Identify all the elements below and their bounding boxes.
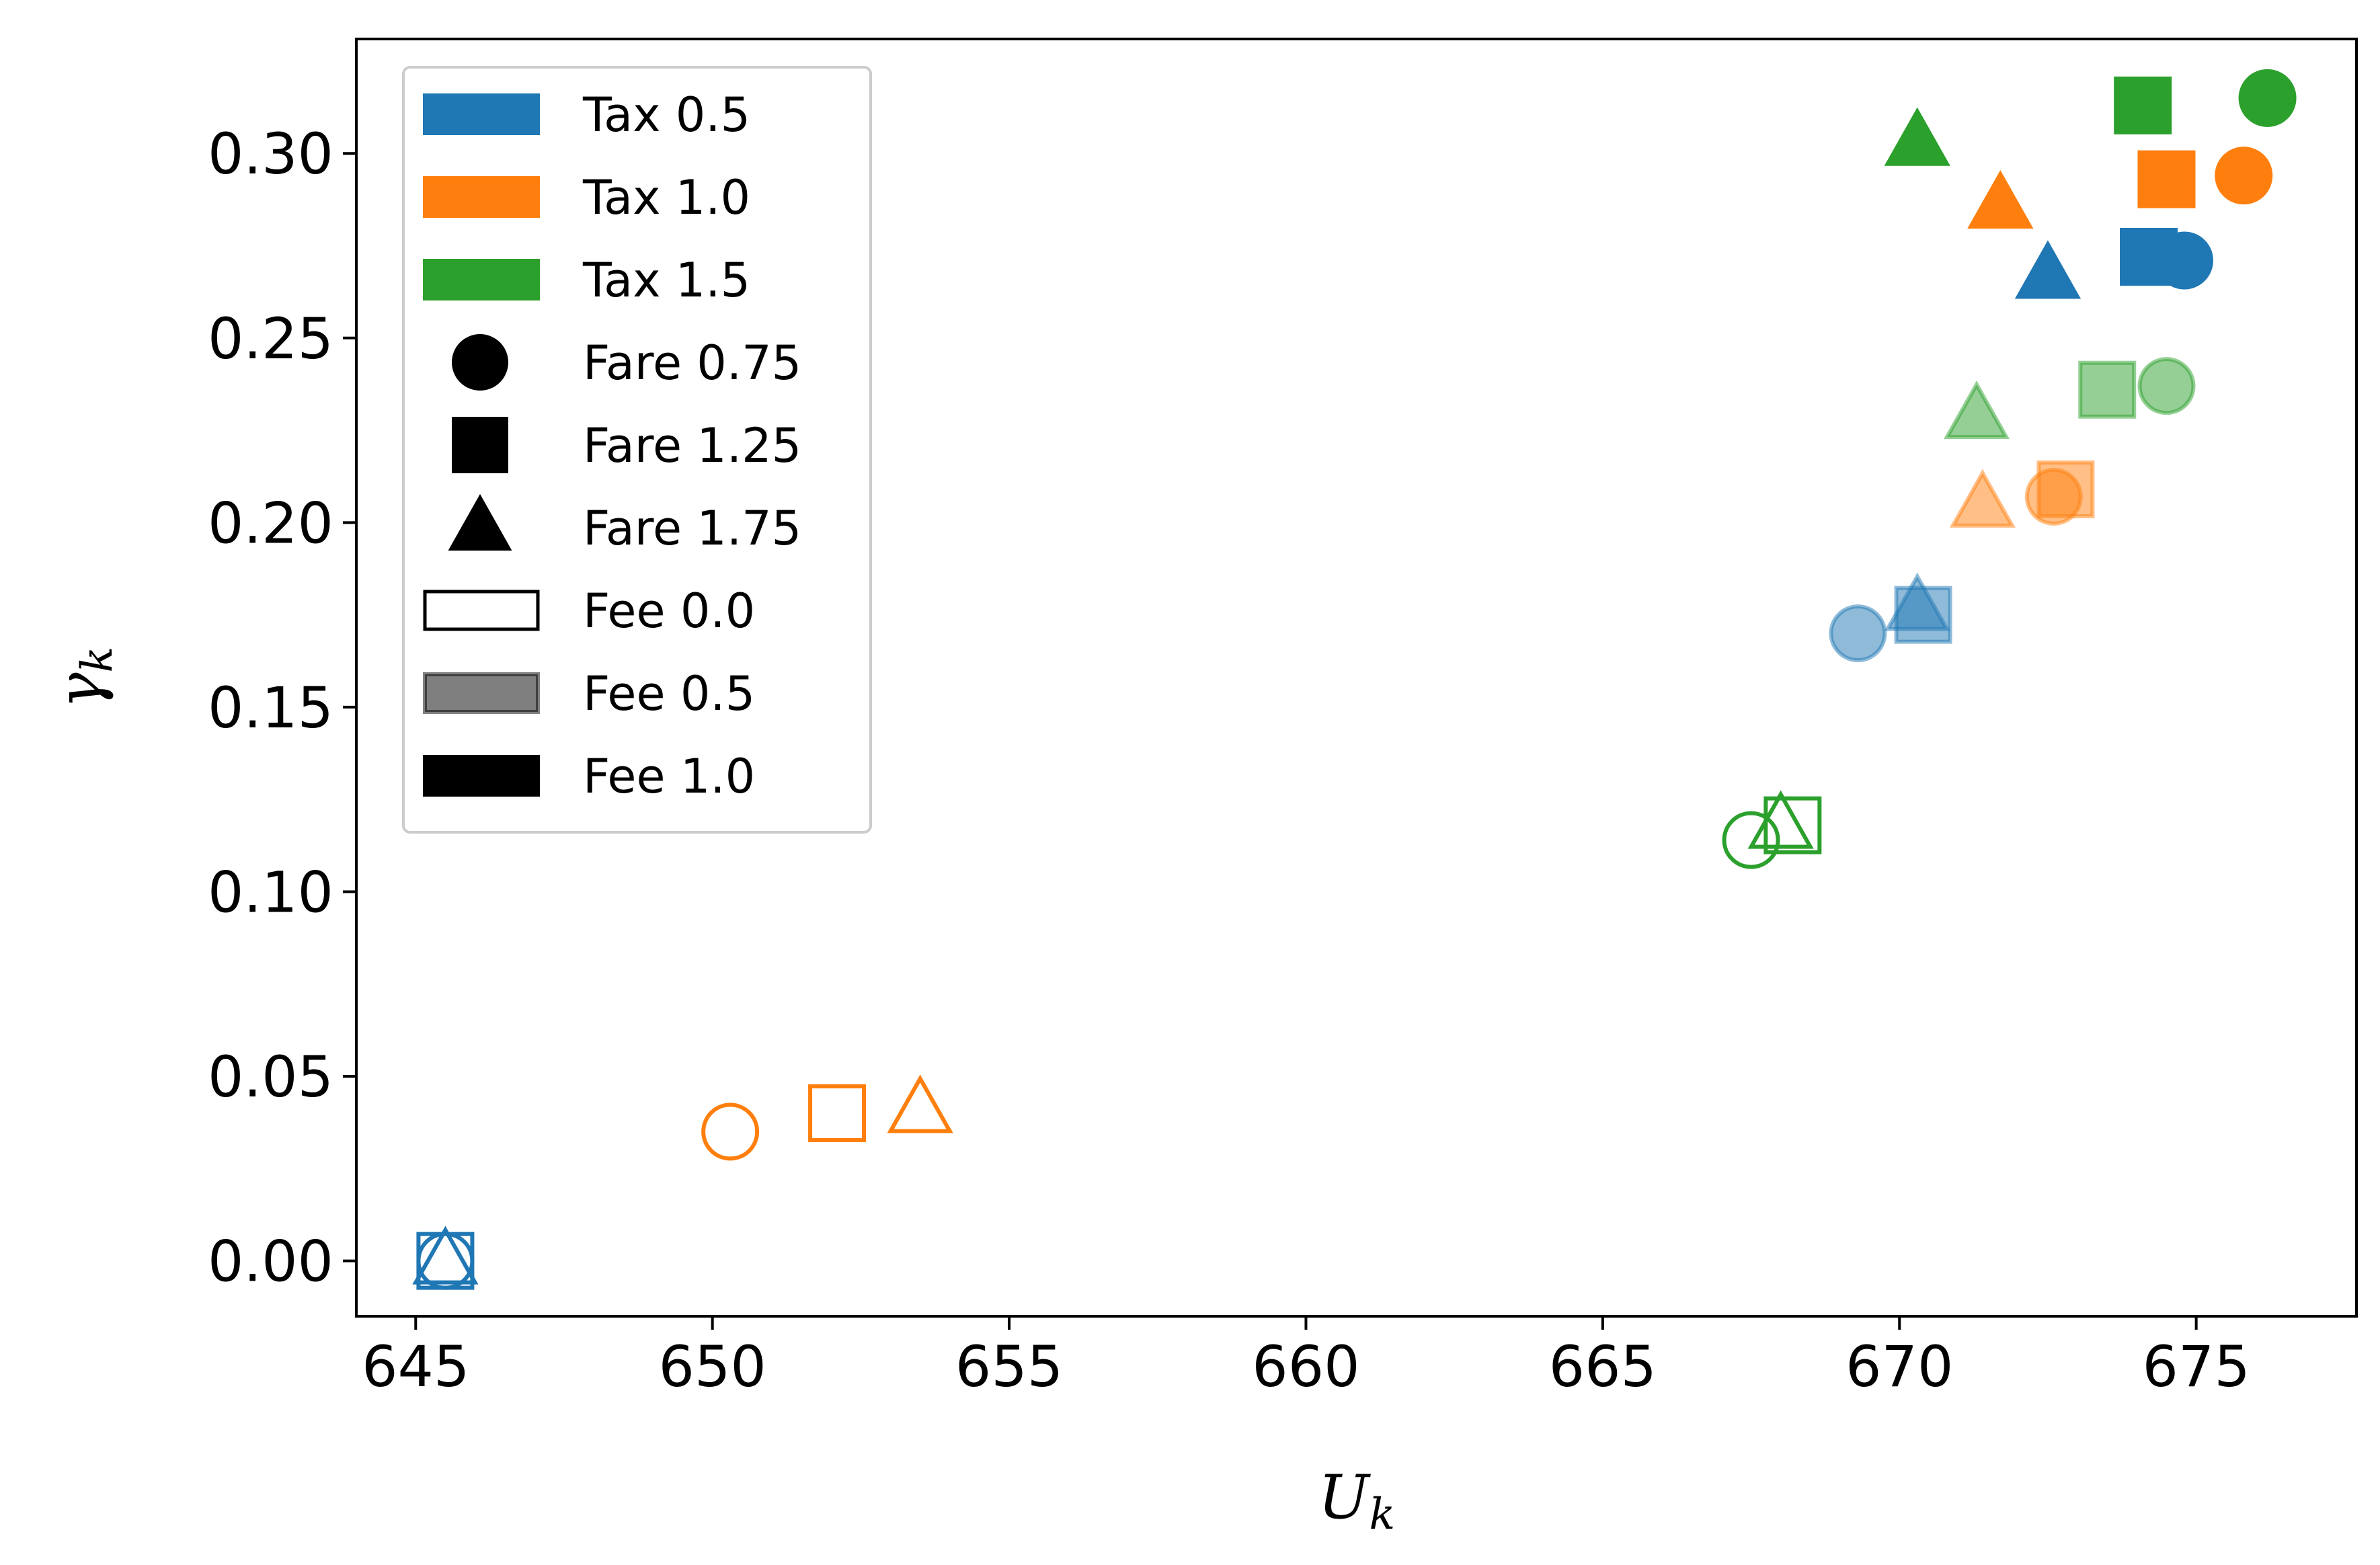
point-square-tax-1-0-fee-0-0 (808, 1084, 867, 1142)
legend-label: Fare 1.75 (583, 501, 801, 556)
point-triangle-tax-1-5-fee-1-0 (1884, 107, 1950, 166)
x-tick-label: 670 (1846, 1334, 1953, 1400)
x-tick-label: 665 (1549, 1334, 1657, 1400)
legend-swatch (423, 176, 540, 218)
legend-marker-triangle (448, 493, 512, 551)
point-square-tax-1-5-fee-0-0 (1763, 796, 1822, 854)
legend-label: Fee 0.5 (583, 666, 755, 721)
legend-swatch (423, 672, 540, 714)
plot-frame (355, 38, 2358, 1318)
legend-swatch (423, 590, 540, 631)
point-circle-tax-1-0-fee-1-0 (2215, 147, 2273, 205)
legend-label: Tax 0.5 (582, 87, 750, 143)
point-triangle-tax-1-0-fee-1-0 (1967, 170, 2034, 229)
y-tick-label: 0.20 (208, 490, 333, 556)
point-triangle-tax-0-5-fee-0-5 (1884, 572, 1950, 631)
point-circle-tax-1-5-fee-0-5 (2137, 357, 2196, 415)
point-triangle-tax-0-5-fee-0-0 (412, 1226, 479, 1285)
legend-swatch (423, 93, 540, 135)
legend: Tax 0.5 Tax 1.0 Tax 1.5 Fare 0.75 Fare 1.25 F… (402, 66, 872, 834)
x-tick-label: 675 (2142, 1334, 2250, 1400)
y-axis-label: γk (45, 647, 122, 709)
point-square-tax-1-0-fee-1-0 (2137, 150, 2196, 208)
x-tick-label: 645 (362, 1334, 469, 1400)
x-tick-label: 650 (659, 1334, 766, 1400)
y-tick-label: 0.10 (208, 859, 333, 925)
point-circle-tax-1-0-fee-0-0 (701, 1102, 760, 1161)
legend-items: Tax 0.5 Tax 1.0 Tax 1.5 Fare 0.75 Fare 1.25 F… (423, 87, 801, 804)
y-axis-ticks: 0.00 0.05 0.10 0.15 0.20 0.25 0.30 (208, 121, 356, 1295)
point-square-tax-0-5-fee-1-0 (2120, 227, 2178, 286)
point-triangle-tax-1-5-fee-0-0 (1747, 790, 1814, 849)
x-tick-label: 660 (1252, 1334, 1359, 1400)
y-tick-label: 0.30 (208, 121, 333, 187)
legend-label: Fee 1.0 (583, 749, 755, 804)
legend-label: Tax 1.0 (582, 170, 750, 225)
point-triangle-tax-0-5-fee-1-0 (2014, 240, 2081, 299)
legend-label: Fare 1.25 (583, 418, 801, 473)
legend-label: Fee 0.0 (583, 584, 755, 639)
legend-label: Fare 0.75 (583, 335, 801, 391)
legend-label: Tax 1.5 (582, 253, 750, 308)
data-points (412, 69, 2297, 1290)
point-triangle-tax-1-0-fee-0-5 (1949, 469, 2016, 528)
legend-marker-square (452, 417, 508, 473)
x-axis-label: Uk (1318, 1462, 1396, 1539)
legend-swatch (423, 259, 540, 300)
y-tick-label: 0.25 (208, 306, 333, 372)
point-circle-tax-1-5-fee-1-0 (2238, 69, 2297, 127)
point-triangle-tax-1-5-fee-0-5 (1943, 380, 2010, 440)
y-tick-label: 0.05 (208, 1044, 333, 1110)
x-axis-ticks: 645 650 655 660 665 670 675 (362, 1316, 2250, 1400)
point-triangle-tax-1-0-fee-0-0 (887, 1074, 953, 1133)
legend-swatch (423, 755, 540, 797)
y-tick-label: 0.00 (208, 1229, 333, 1295)
point-square-tax-1-5-fee-0-5 (2078, 360, 2137, 419)
legend-frame (402, 66, 872, 834)
point-circle-tax-0-5-fee-0-5 (1829, 604, 1887, 663)
point-square-tax-1-0-fee-0-5 (2036, 460, 2095, 518)
x-tick-label: 655 (955, 1334, 1063, 1400)
point-square-tax-1-5-fee-1-0 (2114, 76, 2172, 134)
point-circle-tax-1-5-fee-0-0 (1722, 811, 1780, 869)
legend-marker-circle (452, 334, 508, 391)
y-tick-label: 0.15 (208, 675, 333, 741)
